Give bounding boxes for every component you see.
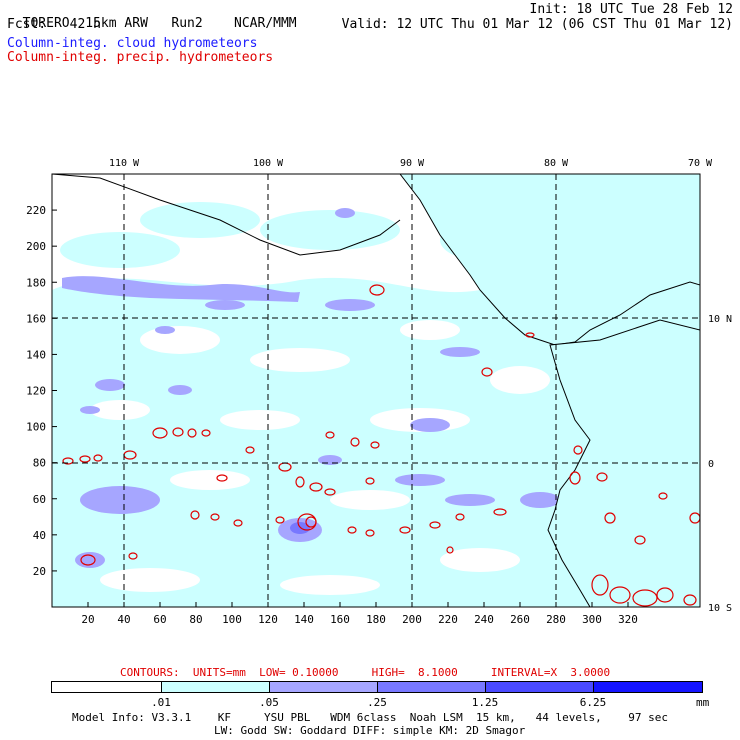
model-info: Model Info: V3.3.1 KF YSU PBL WDM 6class… <box>72 711 669 724</box>
x-tick-labels: 20 40 60 80 100 120 140 160 180 200 220 240 260 280 30… <box>81 613 638 626</box>
lat-label: 10 N <box>708 314 732 325</box>
y-tick-label: 40 <box>33 529 46 542</box>
x-tick-label: 80 <box>189 613 202 626</box>
lon-labels: 110 W 100 W 90 W 80 W 70 W <box>109 158 713 169</box>
legend-cloud: Column-integ. cloud hydrometeors <box>7 36 258 51</box>
y-tick-label: 160 <box>26 312 46 325</box>
y-tick-labels: 20 40 60 80 100 120 140 160 180 200 220 <box>26 204 46 578</box>
colorbar-label: .25 <box>367 696 387 709</box>
y-tick-label: 60 <box>33 493 46 506</box>
x-tick-label: 180 <box>366 613 386 626</box>
lat-label: 10 S <box>708 603 732 614</box>
model-name: TORERO <box>22 16 70 31</box>
y-tick-label: 180 <box>26 276 46 289</box>
axis-ticks <box>52 209 629 607</box>
y-tick-label: 220 <box>26 204 46 217</box>
model-physics: LW: Godd SW: Goddard DIFF: simple KM: 2D… <box>214 724 526 737</box>
forecast-hour: Fcst: 42 h <box>7 18 101 32</box>
x-tick-label: 220 <box>438 613 458 626</box>
valid-time: Valid: 12 UTC Thu 01 Mar 12 (06 CST Thu … <box>341 17 733 32</box>
colorbar-label: 1.25 <box>471 696 499 709</box>
colorbar-label: .01 <box>151 696 171 709</box>
colorbar-unit: mm <box>696 696 710 709</box>
graticule <box>52 174 700 607</box>
colorbar-label: .05 <box>259 696 279 709</box>
y-tick-label: 200 <box>26 240 46 253</box>
colorbar-segment <box>594 682 702 692</box>
fcst-value: 42 h <box>69 17 101 32</box>
x-tick-label: 300 <box>582 613 602 626</box>
x-tick-label: 60 <box>153 613 166 626</box>
lon-label: 100 W <box>253 158 284 169</box>
model-title: TORERO 15km ARW Run2 NCAR/MMM <box>7 3 297 31</box>
x-tick-label: 240 <box>474 613 494 626</box>
run-label: Run2 <box>171 16 203 31</box>
lon-label: 110 W <box>109 158 140 169</box>
colorbar-segment <box>486 682 594 692</box>
y-tick-label: 120 <box>26 385 46 398</box>
init-time: Init: 18 UTC Tue 28 Feb 12 <box>529 2 734 17</box>
contour-info: CONTOURS: UNITS=mm LOW= 0.10000 HIGH= 8.… <box>120 666 611 679</box>
x-tick-label: 160 <box>330 613 350 626</box>
x-tick-label: 40 <box>117 613 130 626</box>
x-tick-label: 280 <box>546 613 566 626</box>
legend-precip: Column-integ. precip. hydrometeors <box>7 50 274 65</box>
y-tick-label: 20 <box>33 565 46 578</box>
lon-label: 70 W <box>688 158 713 169</box>
y-tick-label: 100 <box>26 421 46 434</box>
x-tick-label: 200 <box>402 613 422 626</box>
colorbar-segment <box>162 682 270 692</box>
lon-label: 80 W <box>544 158 569 169</box>
y-tick-label: 140 <box>26 348 46 361</box>
colorbar-label: 6.25 <box>579 696 607 709</box>
x-tick-label: 140 <box>294 613 314 626</box>
colorbar-segment <box>52 682 162 692</box>
x-tick-label: 260 <box>510 613 530 626</box>
y-tick-label: 80 <box>33 457 46 470</box>
lat-labels: 10 N 0 10 S <box>708 314 732 614</box>
x-tick-label: 100 <box>222 613 242 626</box>
colorbar <box>51 681 703 693</box>
x-tick-label: 120 <box>258 613 278 626</box>
model-resolution: 15km ARW <box>85 16 148 31</box>
colorbar-segment <box>378 682 486 692</box>
lat-label: 0 <box>708 459 714 470</box>
colorbar-segment <box>270 682 378 692</box>
org-label: NCAR/MMM <box>234 16 297 31</box>
fcst-label: Fcst: <box>7 17 47 32</box>
cloud-field <box>52 174 700 607</box>
x-tick-label: 20 <box>81 613 94 626</box>
x-tick-label: 320 <box>618 613 638 626</box>
lon-label: 90 W <box>400 158 425 169</box>
